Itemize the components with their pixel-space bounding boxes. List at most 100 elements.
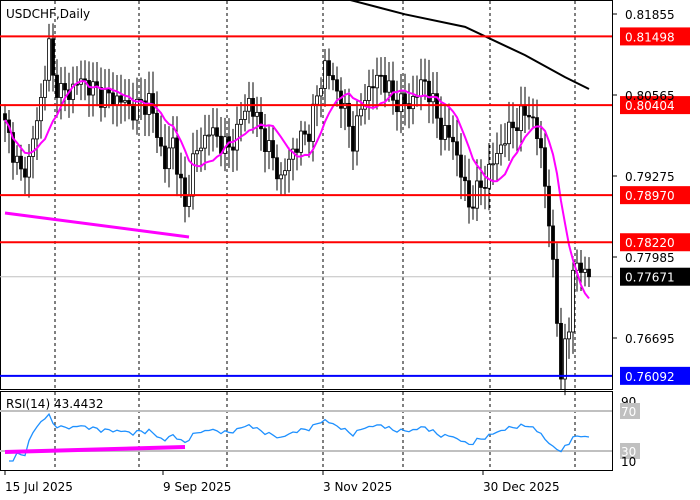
candle [51,23,55,92]
candle [351,111,355,170]
y-tick-label: 0.77985 [625,251,675,265]
candle-body [507,121,511,145]
candle [583,256,587,287]
candle [143,79,147,137]
candle [307,124,311,158]
candle [35,107,39,160]
candle [547,169,551,248]
level-label: 0.80404 [625,99,675,113]
candle [475,159,479,221]
candle-body [71,83,75,100]
candle-body [579,262,583,273]
candle-body [175,137,179,175]
candle-body [375,74,379,89]
candle [319,77,323,118]
candle [43,65,47,111]
candle [471,185,475,220]
candle-body [203,134,207,149]
candle-body [559,322,563,380]
candle [47,23,51,92]
candle [275,144,279,191]
candle [15,145,19,175]
candle-body [107,89,111,94]
candle [415,75,419,107]
long-moving-average [346,0,590,90]
candle-body [159,137,163,147]
candle-body [535,117,539,139]
candle-body [323,60,327,89]
rsi-line [9,412,590,462]
candle [115,74,119,127]
candle [87,61,91,117]
candle-body [11,132,15,163]
candle [215,108,219,148]
candle [403,73,407,126]
candle-body [287,158,291,172]
y-tick-label: 0.80565 [625,89,675,103]
candle-body [31,138,35,157]
candle [199,127,203,172]
candle [63,66,67,112]
candle-body [471,206,475,209]
candle [399,74,403,134]
candle-body [131,103,135,121]
candle-body [511,121,515,129]
candle [555,243,559,337]
candle [527,96,531,130]
candle [267,126,271,170]
candle-body [47,38,51,81]
candle [159,115,163,157]
level-label-bg [620,233,690,252]
candle-body [367,86,371,101]
rsi-level-label-bg [620,443,640,459]
candle [495,132,499,181]
candle [339,77,343,129]
candle [543,130,547,209]
candle [131,82,135,130]
candle-body [307,133,311,142]
candle-body [19,155,23,170]
candle [151,71,155,133]
candle-body [211,127,215,136]
candle-body [207,134,211,137]
rsi-tick-label: 70 [621,405,636,419]
candle [19,144,23,181]
candle [211,107,215,152]
candle [95,62,99,107]
candle-body [531,116,535,119]
candle [463,155,467,202]
candle-body [419,79,423,97]
candle [287,147,291,193]
candle-body [251,98,255,117]
candle-body [427,80,431,103]
candle-body [487,163,491,189]
candle [99,67,103,122]
candle-body [259,111,263,130]
level-label-bg [620,366,690,385]
rsi-tick-label: 10 [621,455,636,469]
candle-body [411,96,415,110]
candle [11,122,15,180]
candle-body [239,119,243,125]
candle-body [523,105,527,116]
candle-body [379,74,383,77]
x-tick-label: 3 Nov 2025 [323,480,392,494]
candle-body [439,117,443,140]
x-tick-label: 9 Sep 2025 [163,480,231,494]
rsi-label: RSI(14) 43.4432 [6,397,104,411]
candle [155,91,159,153]
candle-body [571,269,575,333]
candle [135,77,139,135]
candle [483,165,487,210]
candle-body [351,125,355,152]
candle-body [371,86,375,89]
candle-body [3,113,7,121]
candle-body [359,108,363,117]
candle-body [519,105,523,131]
candle-body [331,75,335,81]
candle-body [35,120,39,140]
candle [263,113,267,173]
price-trendline [4,211,190,239]
candle-body [483,187,487,189]
